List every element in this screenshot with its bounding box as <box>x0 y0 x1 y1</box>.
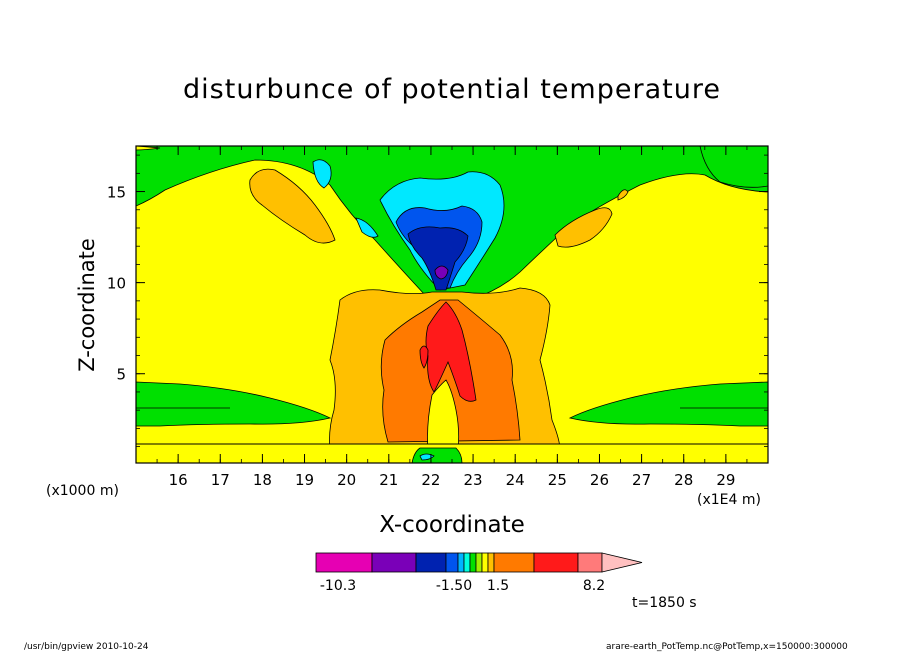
colorbar-segment <box>481 552 489 573</box>
colorbar-segment <box>469 552 477 573</box>
x-tick-label: 27 <box>632 471 651 489</box>
x-tick-label: 29 <box>716 471 735 489</box>
colorbar-segment <box>475 552 483 573</box>
contour-band-green-lower-right <box>568 381 768 427</box>
x-tick-label: 18 <box>253 471 272 489</box>
colorbar-segment <box>533 552 579 573</box>
colorbar-segment <box>315 552 373 573</box>
x-scale-note: (x1E4 m) <box>697 492 761 508</box>
y-tick-label: 10 <box>107 275 126 293</box>
x-axis-ticks: 16 17 18 19 20 21 22 23 24 25 26 27 28 29 <box>135 146 769 489</box>
y-tick-label: 5 <box>116 366 126 384</box>
contour-band-orange <box>380 299 521 443</box>
time-label: t=1850 s <box>632 595 697 611</box>
y-axis-label: Z-coordinate <box>75 238 99 372</box>
contour-band-green-lower-left <box>136 381 332 427</box>
x-axis-label: X-coordinate <box>379 512 525 538</box>
contour-band-red-left <box>419 345 429 369</box>
contour-band-green-bottom <box>411 447 463 463</box>
contour-field <box>136 146 768 463</box>
y-axis-ticks: 5 10 15 <box>107 154 768 448</box>
colorbar-segment <box>463 552 471 573</box>
chart-title: disturbunce of potential temperature <box>183 74 721 105</box>
colorbar-label: 1.5 <box>487 578 509 594</box>
contour-band-dark-blue <box>407 226 469 291</box>
x-tick-label: 22 <box>421 471 440 489</box>
colorbar-arrow <box>601 552 643 573</box>
contour-band-light-orange-tip <box>617 189 629 201</box>
contour-band-green-right <box>699 146 768 188</box>
footer-left-text: /usr/bin/gpview 2010-10-24 <box>24 642 149 652</box>
x-tick-label: 17 <box>211 471 230 489</box>
colorbar-label: 8.2 <box>583 578 605 594</box>
footer-right-text: arare-earth_PotTemp.nc@PotTemp,x=150000:… <box>606 642 848 652</box>
x-tick-label: 26 <box>590 471 609 489</box>
contour-band-red <box>425 301 477 402</box>
contour-band-yellow-core <box>427 379 460 451</box>
colorbar-segment <box>445 552 459 573</box>
x-tick-label: 28 <box>674 471 693 489</box>
contour-band-light-orange-upper-right <box>554 207 613 248</box>
x-tick-label: 19 <box>295 471 314 489</box>
colorbar-segment <box>457 552 465 573</box>
colorbar-segment <box>577 552 603 573</box>
colorbar-segment <box>415 552 447 573</box>
x-tick-label: 25 <box>548 471 567 489</box>
x-tick-label: 23 <box>464 471 483 489</box>
x-unit-label: (x1000 m) <box>46 483 119 499</box>
colorbar-label: -10.3 <box>320 578 356 594</box>
colorbar-label: -1.50 <box>436 578 472 594</box>
colorbar: -10.3 -1.50 1.5 8.2 <box>315 552 643 594</box>
x-tick-label: 16 <box>169 471 188 489</box>
colorbar-segment <box>487 552 495 573</box>
contour-band-light-orange-upper-left <box>249 168 336 244</box>
x-tick-label: 21 <box>379 471 398 489</box>
contour-band-cyan-wisp <box>355 217 379 238</box>
colorbar-segment <box>493 552 535 573</box>
x-tick-label: 20 <box>337 471 356 489</box>
y-tick-label: 15 <box>107 184 126 202</box>
contour-band-purple <box>434 265 449 280</box>
contour-band-cyan-spot <box>312 159 332 189</box>
x-tick-label: 24 <box>506 471 525 489</box>
colorbar-segment <box>371 552 417 573</box>
